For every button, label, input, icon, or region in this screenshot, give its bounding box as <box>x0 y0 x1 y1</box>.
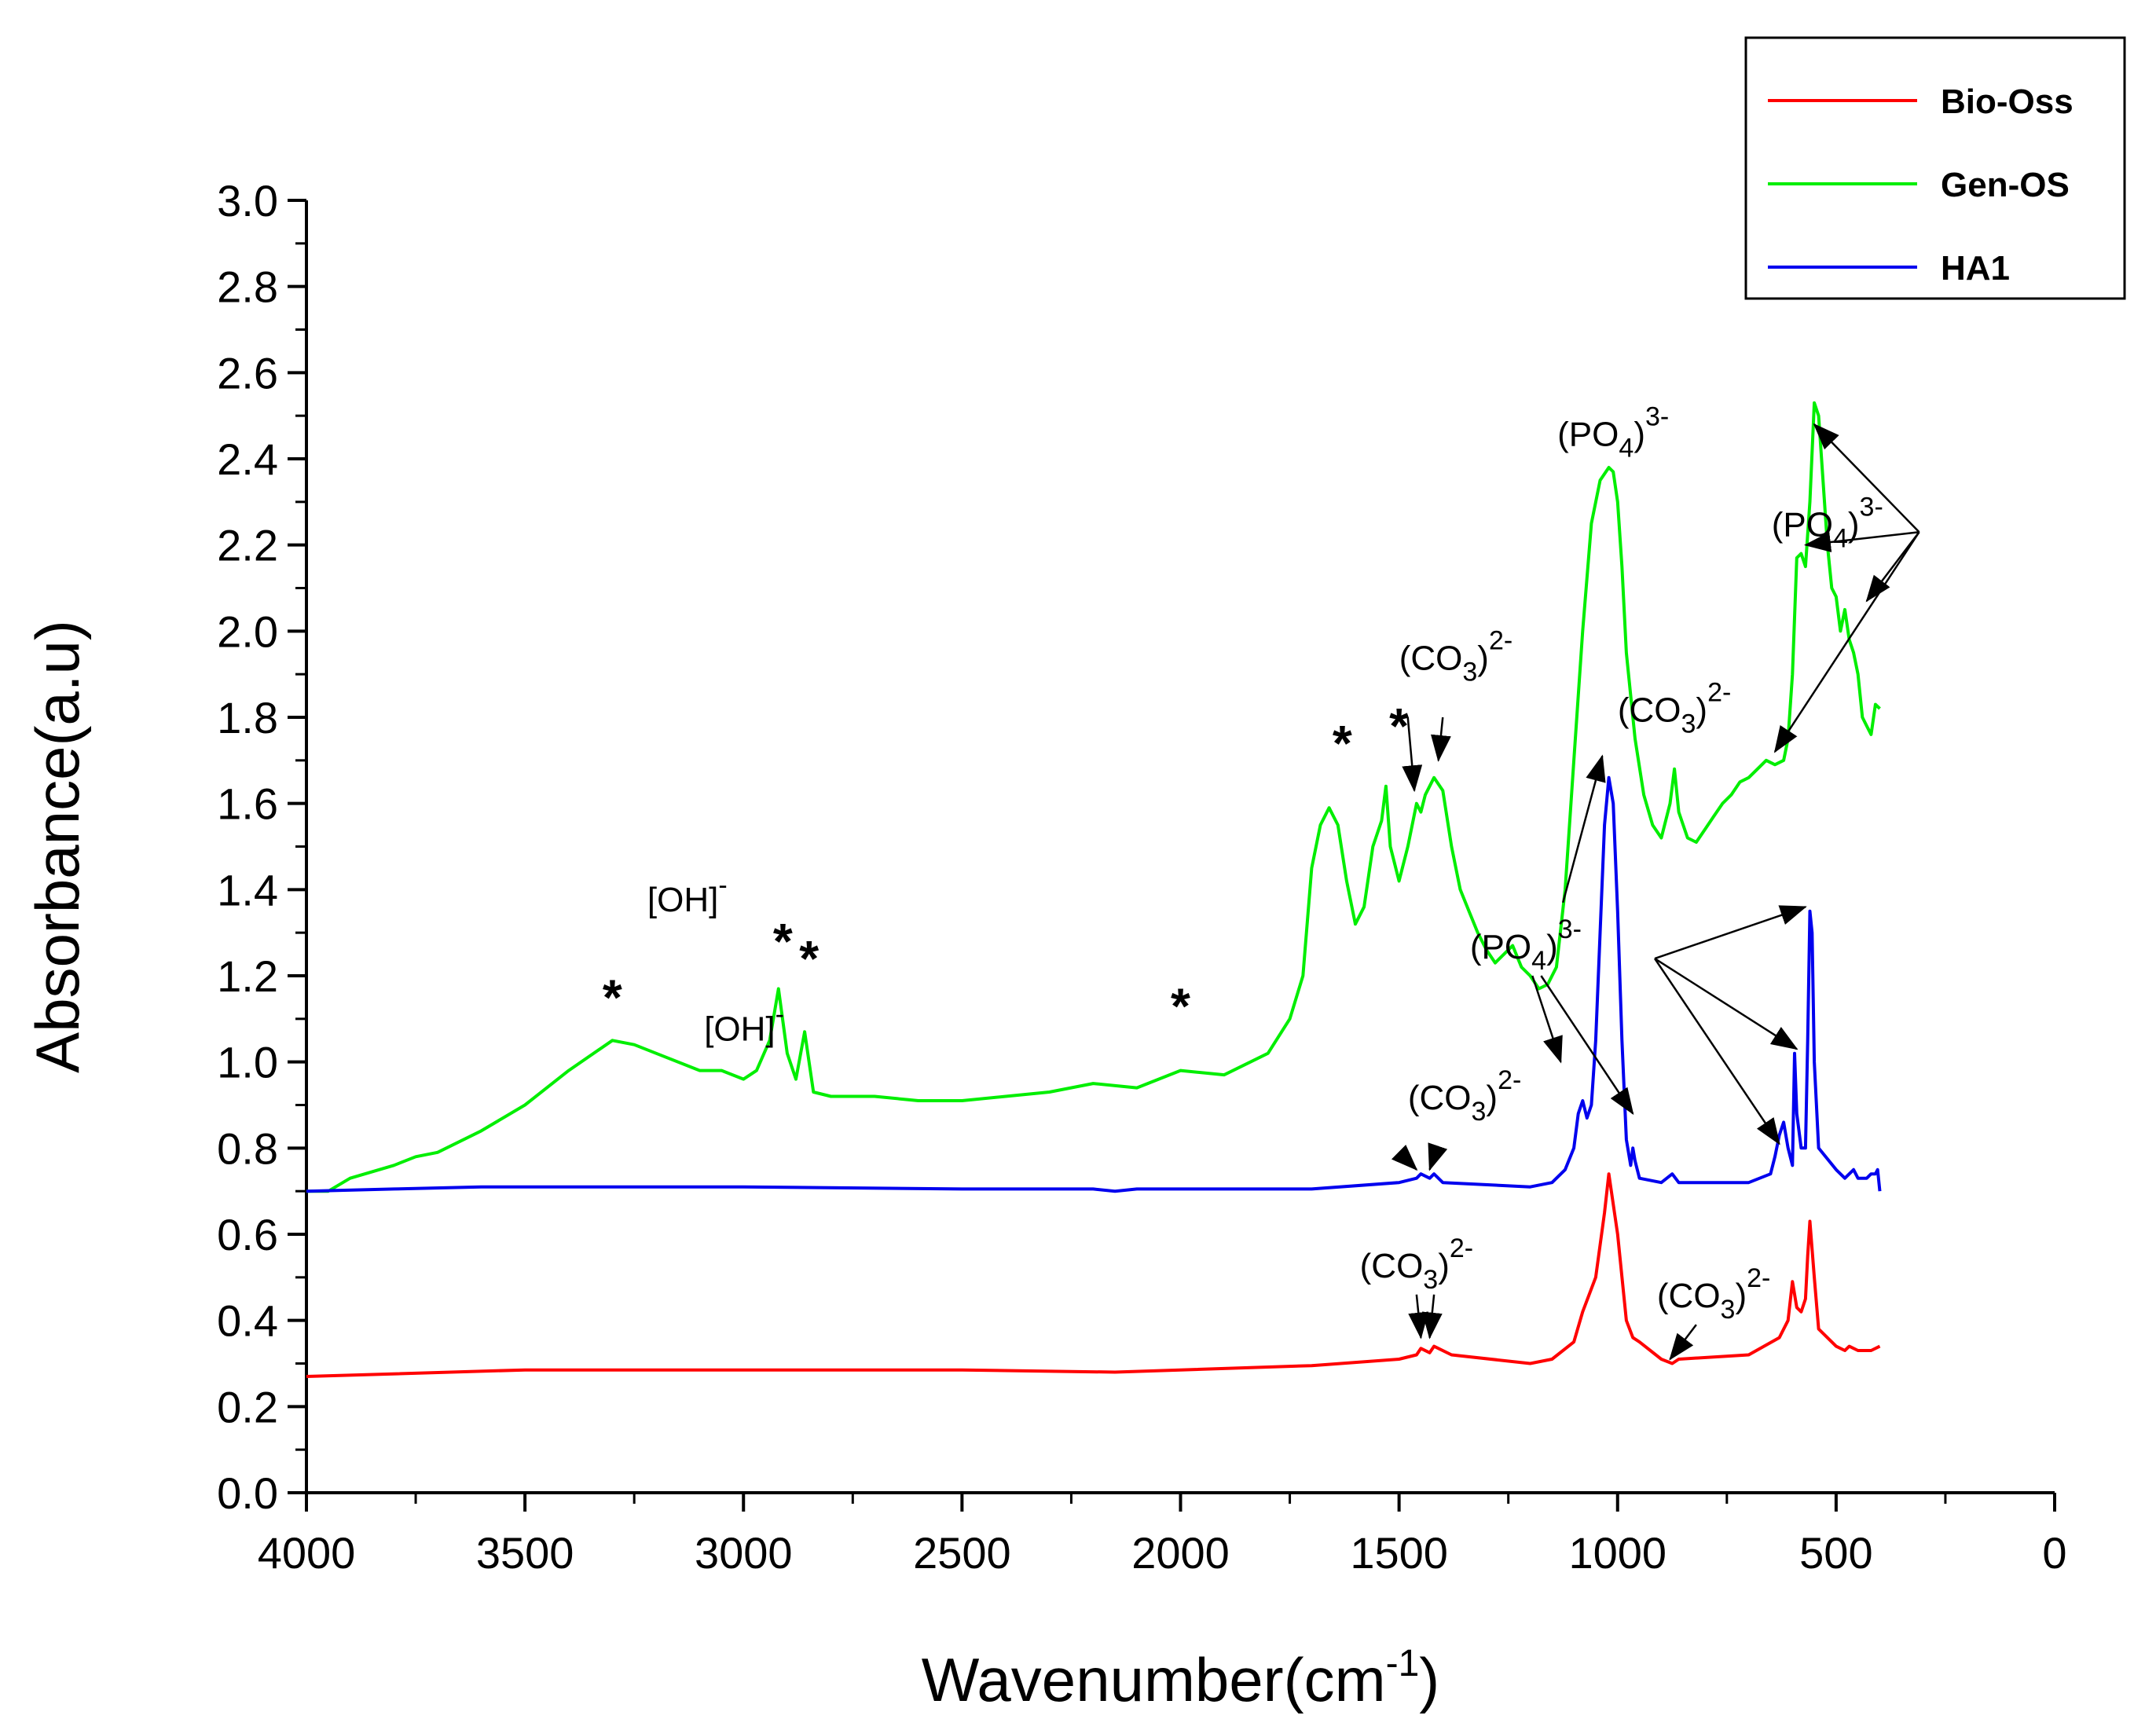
series-line-bio-oss <box>306 1172 1881 1378</box>
y-tick-label: 0.0 <box>217 1468 278 1518</box>
asterisk-marker: * <box>1171 977 1190 1034</box>
series-line-ha1 <box>306 775 1882 1193</box>
asterisk-marker: * <box>1389 698 1409 754</box>
annotations: ** *** *[OH]-[OH]-(CO3)2-(CO3)2-(PO4)3-(PO… <box>603 402 1920 1361</box>
ion-label: (CO3)2- <box>1399 626 1512 687</box>
ion-label: (PO4)3- <box>1557 402 1669 464</box>
annotation-arrow <box>1654 958 1798 1050</box>
annotation-arrow <box>1430 717 1451 762</box>
annotation-arrow <box>1428 1142 1448 1171</box>
x-tick-label: 3500 <box>476 1528 574 1578</box>
y-tick-label: 1.4 <box>217 865 278 914</box>
annotation-arrow <box>1391 1145 1418 1171</box>
x-tick-label: 3000 <box>695 1528 793 1578</box>
y-tick-label: 1.0 <box>217 1038 278 1087</box>
y-tick-label: 0.4 <box>217 1296 278 1346</box>
ion-label: (PO4)3- <box>1470 914 1582 976</box>
y-tick-label: 2.4 <box>217 434 278 484</box>
series-lines <box>306 401 1882 1378</box>
annotation-arrow <box>1813 423 1920 533</box>
y-tick-label: 0.2 <box>217 1382 278 1431</box>
hydroxyl-label: [OH]- <box>647 870 728 919</box>
legend: Bio-Oss Gen-OS HA1 <box>1744 36 2126 300</box>
legend-label-gen-os: Gen-OS <box>1941 166 2070 204</box>
x-tick-label: 1000 <box>1568 1528 1666 1578</box>
y-tick-label: 0.6 <box>217 1210 278 1259</box>
annotation-arrow <box>1653 958 1780 1145</box>
asterisk-marker: * <box>799 930 819 987</box>
y-tick-label: 2.6 <box>217 348 278 398</box>
series-line-gen-os <box>306 401 1881 1193</box>
hydroxyl-label: [OH]- <box>704 999 784 1048</box>
annotation-arrow <box>1865 531 1920 603</box>
axes: 0.0 0.2 0.4 0.6 0.8 1.0 1.2 1.4 1.6 1.8 2.0 2.2 2.4 2… <box>23 176 2067 1714</box>
annotation-arrow <box>1669 1324 1697 1361</box>
y-tick-label: 2.8 <box>217 262 278 312</box>
x-axis-title: Wavenumber(cm-1) <box>922 1643 1440 1714</box>
y-axis-title: Absorbance(a.u) <box>23 620 92 1073</box>
y-tick-label: 2.2 <box>217 521 278 570</box>
annotation-arrow <box>1421 1294 1443 1340</box>
ion-label: (CO3)2- <box>1618 677 1731 739</box>
x-tick-label: 2000 <box>1131 1528 1230 1578</box>
annotation-arrow <box>1773 531 1920 753</box>
annotation-arrow <box>1803 530 1920 552</box>
legend-box <box>1744 36 2126 300</box>
x-tick-label: 500 <box>1799 1528 1872 1578</box>
x-tick-label: 2500 <box>913 1528 1011 1578</box>
annotation-arrow <box>1540 975 1634 1116</box>
annotation-arrow <box>1654 905 1807 960</box>
y-tick-label: 1.2 <box>217 951 278 1001</box>
asterisk-marker: * <box>1333 715 1352 772</box>
asterisk-marker: * <box>773 913 793 969</box>
y-tick-label: 3.0 <box>217 176 278 225</box>
y-tick-label: 2.0 <box>217 607 278 656</box>
ion-label: (CO3)2- <box>1657 1263 1770 1325</box>
y-tick-label: 1.6 <box>217 779 278 829</box>
ion-label: (CO3)2- <box>1408 1065 1521 1127</box>
annotation-arrow <box>1531 975 1563 1064</box>
y-tick-label: 1.8 <box>217 693 278 742</box>
legend-label-ha1: HA1 <box>1941 249 2010 288</box>
x-tick-label: 4000 <box>258 1528 356 1578</box>
legend-label-bio-oss: Bio-Oss <box>1941 82 2074 121</box>
x-tick-label: 1500 <box>1350 1528 1448 1578</box>
x-tick-label: 0 <box>2042 1528 2066 1578</box>
annotation-arrow <box>1562 754 1606 903</box>
annotation-arrow <box>1408 1294 1429 1340</box>
annotation-arrow <box>1402 717 1423 793</box>
ion-label: (CO3)2- <box>1360 1233 1473 1295</box>
ion-label: (PO4)3- <box>1772 493 1883 554</box>
asterisk-marker: * <box>603 969 622 1025</box>
y-tick-label: 0.8 <box>217 1123 278 1173</box>
